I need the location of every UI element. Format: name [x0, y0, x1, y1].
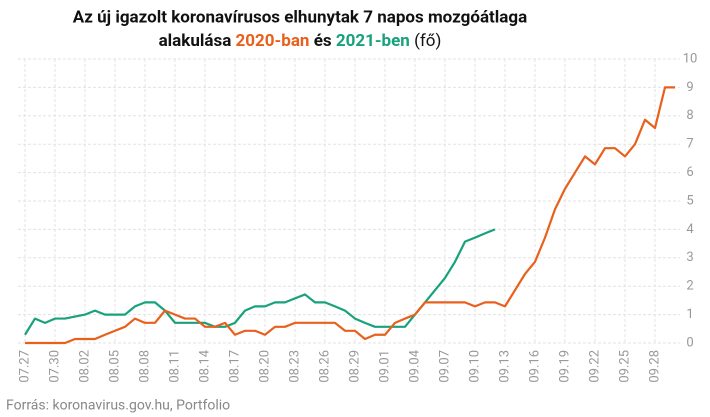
line-series [25, 86, 675, 345]
y-tick-label: 7 [686, 137, 693, 152]
x-tick-label: 07.30 [47, 350, 62, 383]
x-tick-label: 08.29 [347, 350, 362, 383]
x-tick-label: 09.16 [527, 350, 542, 383]
chart-title: alakulása 2020-ban és 2021-ben (fő) [159, 31, 442, 51]
y-tick-label: 4 [686, 222, 694, 237]
title-part: 2021-ben [336, 31, 410, 51]
y-tick-label: 9 [686, 80, 693, 95]
x-tick-label: 08.26 [317, 350, 332, 383]
title-part: (fő) [414, 31, 441, 51]
y-tick-label: 8 [686, 108, 693, 123]
y-tick-label: 1 [686, 307, 693, 322]
x-tick-label: 08.05 [107, 350, 122, 383]
x-tick-label: 09.25 [617, 350, 632, 383]
chart-title: Az új igazolt koronavírusos elhunytak 7 … [73, 7, 527, 27]
x-tick-label: 09.13 [497, 350, 512, 383]
y-tick-label: 3 [686, 250, 693, 265]
x-tick-label: 08.08 [137, 350, 152, 383]
x-tick-label: 09.22 [587, 350, 602, 383]
x-tick-label: 07.27 [17, 350, 32, 383]
y-tick-label: 6 [686, 165, 693, 180]
x-tick-label: 09.19 [557, 350, 572, 383]
title-part: 2020-ban [236, 31, 310, 51]
y-tick-label: 10 [683, 51, 698, 66]
x-tick-label: 09.28 [647, 350, 662, 383]
line-series [24, 228, 496, 336]
x-tick-label: 08.23 [287, 350, 302, 383]
x-tick-label: 09.10 [467, 350, 482, 383]
title-part: és [314, 31, 332, 51]
x-tick-label: 08.14 [197, 349, 212, 382]
x-tick-label: 08.17 [227, 350, 242, 383]
y-tick-label: 2 [686, 279, 693, 294]
y-tick-label: 0 [686, 335, 693, 350]
x-tick-label: 09.01 [377, 350, 392, 383]
source: Forrás: koronavirus.gov.hu, Portfolio [6, 398, 230, 414]
x-tick-label: 09.07 [437, 350, 452, 383]
y-tick-label: 5 [686, 193, 693, 208]
x-tick-label: 08.02 [77, 350, 92, 383]
x-tick-label: 08.20 [257, 350, 272, 383]
x-tick-label: 09.04 [407, 349, 422, 382]
x-tick-label: 08.11 [167, 350, 182, 383]
title-part: alakulása [159, 31, 232, 51]
